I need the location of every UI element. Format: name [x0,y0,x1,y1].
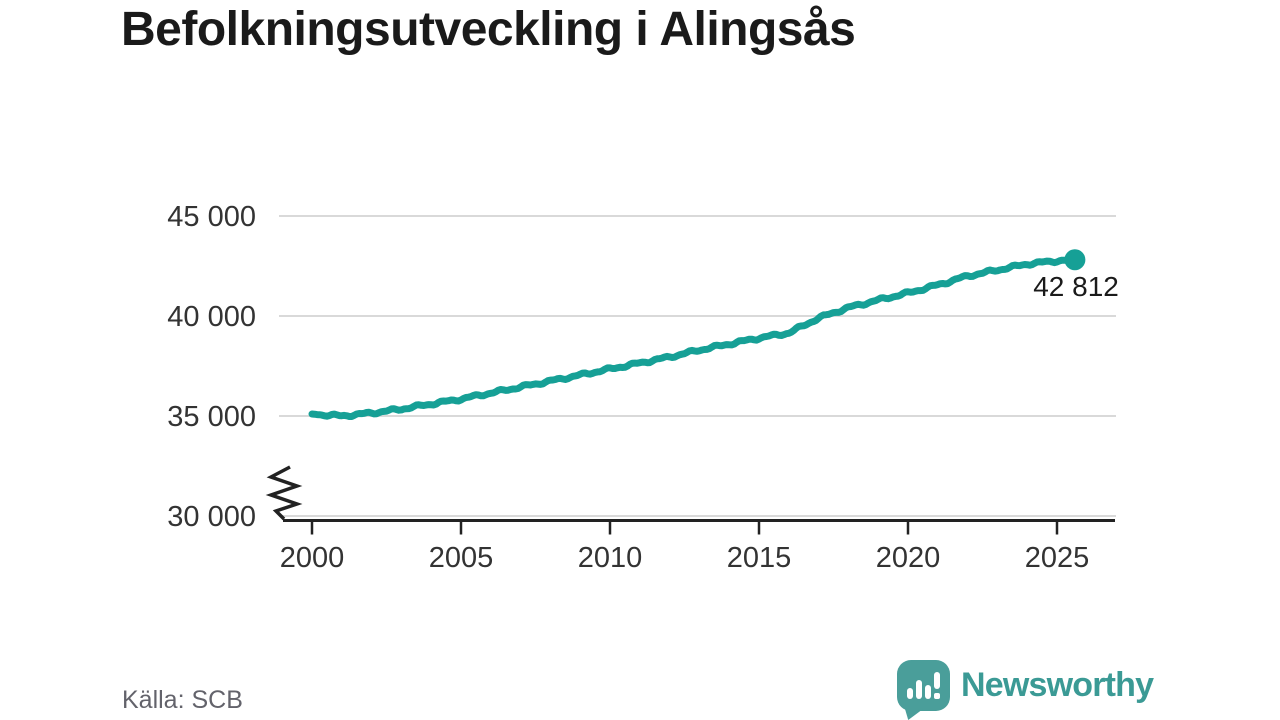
axis-break-icon [265,465,303,521]
y-axis-tick-label: 45 000 [167,201,256,233]
newsworthy-logo: Newsworthy [897,660,1154,720]
x-axis-tick-label: 2020 [876,542,941,574]
y-axis-tick-label: 30 000 [167,501,256,533]
x-axis-tick-label: 2000 [280,542,345,574]
x-axis-tick-label: 2005 [429,542,494,574]
x-axis-tick-label: 2015 [727,542,792,574]
newsworthy-speech-bubble-icon [897,660,950,720]
latest-value-label: 42 812 [1033,271,1119,302]
source-note: Källa: SCB [122,686,243,714]
page-title: Befolkningsutveckling i Alingsås [121,3,856,56]
speech-bubble-tail [905,709,923,720]
x-axis-tick-label: 2025 [1025,542,1090,574]
latest-value-dot [1064,249,1086,271]
y-axis-tick-label: 35 000 [167,401,256,433]
exclamation-icon [934,672,940,689]
y-axis-tick-label: 40 000 [167,301,256,333]
newsworthy-wordmark: Newsworthy [961,666,1154,704]
bar-chart-icon [907,688,913,699]
line-series-population [308,256,1079,420]
x-axis-tick-label: 2010 [578,542,643,574]
